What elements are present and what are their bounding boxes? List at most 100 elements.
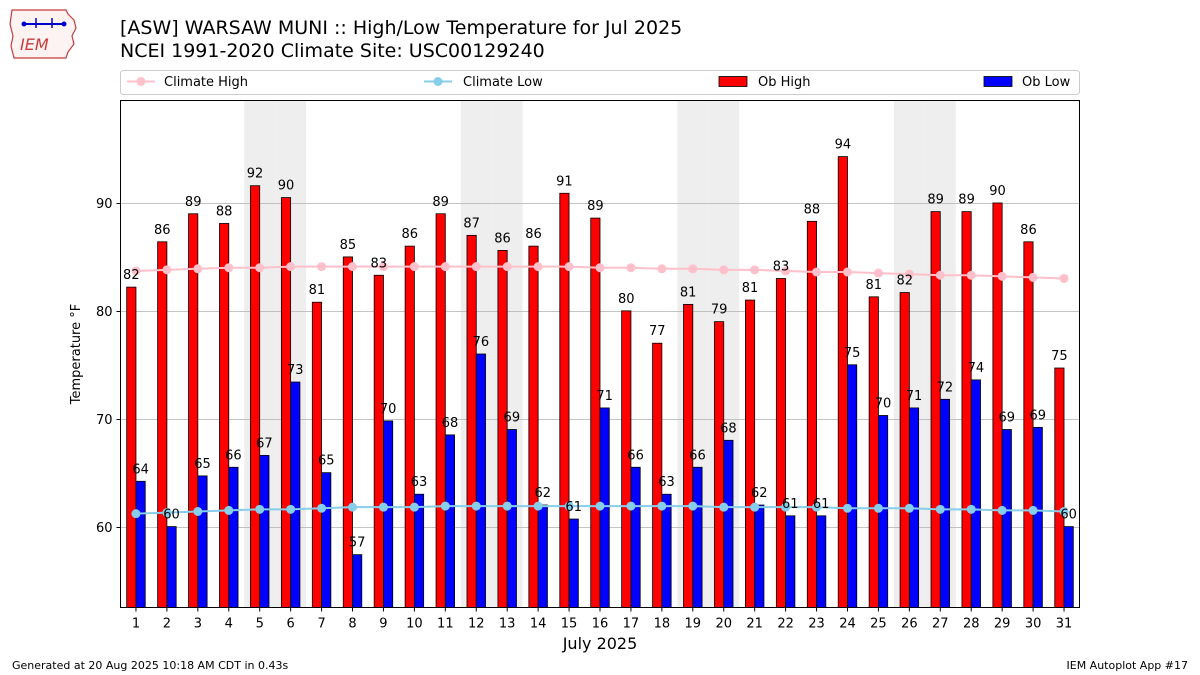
ob-low-bar-17 — [630, 466, 641, 608]
ob-high-label-12: 87 — [463, 216, 480, 231]
ob-low-bar-5 — [259, 454, 270, 608]
ob-high-bar-8 — [342, 256, 353, 608]
ob-low-label-28: 74 — [968, 361, 985, 376]
x-tick-label: 7 — [317, 617, 325, 632]
ob-low-bar-21 — [754, 504, 765, 608]
climate-high-point-1 — [131, 266, 141, 276]
legend-ob-high-swatch — [718, 76, 748, 87]
ob-high-label-18: 77 — [649, 324, 666, 339]
x-tick-label: 24 — [839, 617, 856, 632]
ob-low-bar-7 — [321, 472, 332, 608]
ob-low-bar-24 — [847, 364, 858, 608]
ob-low-label-20: 68 — [720, 421, 737, 436]
climate-low-point-12 — [471, 501, 481, 511]
ob-high-bar-21 — [744, 299, 756, 608]
climate-low-point-27 — [935, 504, 945, 514]
climate-low-point-6 — [286, 504, 296, 514]
iowa-state-outline — [9, 9, 77, 59]
climate-high-point-26 — [904, 269, 914, 279]
climate-high-point-27 — [935, 270, 945, 280]
ob-low-bar-9 — [383, 420, 394, 608]
legend-ob-low-label: Ob Low — [1022, 75, 1071, 90]
climate-low-point-31 — [1059, 506, 1069, 516]
climate-low-point-18 — [657, 501, 667, 511]
legend-climate-low-marker — [433, 77, 443, 86]
ob-low-bar-23 — [816, 515, 827, 608]
ob-low-bar-2 — [166, 526, 177, 608]
x-tick-label: 31 — [1056, 617, 1073, 632]
ob-low-label-4: 66 — [225, 448, 242, 463]
ob-low-label-29: 69 — [999, 411, 1016, 426]
climate-low-point-20 — [719, 502, 729, 512]
ob-high-label-9: 83 — [371, 256, 388, 271]
y-axis: 60 70 80 90 — [96, 197, 121, 536]
x-tick-label: 14 — [530, 617, 547, 632]
climate-high-point-14 — [533, 262, 543, 272]
ob-high-bar-4 — [219, 223, 230, 608]
climate-high-point-13 — [502, 262, 512, 272]
climate-low-point-23 — [812, 502, 822, 512]
ob-low-label-16: 71 — [596, 389, 613, 404]
climate-low-point-11 — [440, 501, 450, 511]
ob-high-bar-1 — [126, 286, 137, 608]
climate-high-point-2 — [162, 265, 172, 275]
y-tick-label: 70 — [96, 413, 113, 428]
ob-low-bar-30 — [1032, 426, 1043, 608]
climate-low-point-5 — [255, 504, 265, 514]
ob-high-bar-23 — [806, 220, 817, 608]
ob-high-bar-25 — [868, 296, 879, 608]
ob-high-bar-24 — [837, 156, 848, 608]
climate-high-point-11 — [440, 262, 450, 272]
ob-high-bar-22 — [775, 278, 787, 608]
x-tick-label: 10 — [406, 617, 423, 632]
x-tick-label: 6 — [287, 617, 295, 632]
x-tick-label: 30 — [1025, 617, 1042, 632]
gridlines — [120, 203, 1080, 528]
x-tick-label: 17 — [623, 617, 640, 632]
ob-low-label-7: 65 — [318, 454, 335, 469]
climate-high-point-16 — [595, 263, 605, 273]
climate-high-point-29 — [997, 271, 1007, 281]
ob-low-bar-15 — [568, 518, 579, 608]
ob-high-label-14: 86 — [525, 227, 542, 242]
ob-high-bar-14 — [528, 245, 539, 608]
ob-low-bar-8 — [352, 554, 363, 608]
climate-high-point-24 — [842, 267, 852, 277]
ob-high-bar-29 — [992, 202, 1003, 608]
ob-high-label-27: 89 — [927, 193, 944, 208]
ob-high-label-3: 89 — [185, 195, 202, 210]
legend: Climate High Climate Low Ob High Ob Low — [120, 70, 1080, 95]
ob-low-label-19: 66 — [689, 448, 706, 463]
ob-low-label-10: 63 — [411, 475, 428, 490]
ob-low-label-21: 62 — [751, 486, 768, 501]
ob-high-label-28: 89 — [958, 193, 975, 208]
climate-low-point-21 — [750, 502, 760, 512]
ob-low-label-25: 70 — [875, 396, 892, 411]
ob-high-label-29: 90 — [989, 184, 1006, 199]
ob-high-bar-9 — [373, 274, 384, 608]
ob-high-label-16: 89 — [587, 199, 604, 214]
climate-lines — [131, 262, 1069, 519]
climate-high-point-28 — [966, 270, 976, 280]
ob-low-label-11: 68 — [442, 416, 459, 431]
climate-low-point-10 — [409, 502, 419, 512]
climate-high-point-25 — [873, 268, 883, 278]
x-tick-label: 27 — [932, 617, 949, 632]
climate-low-point-3 — [193, 506, 203, 516]
climate-low-point-9 — [378, 502, 388, 512]
ob-high-bar-16 — [590, 217, 601, 608]
ob-low-label-8: 57 — [349, 536, 366, 551]
ob-high-label-26: 82 — [896, 274, 913, 289]
ob-low-label-26: 71 — [906, 389, 923, 404]
ob-high-label-1: 82 — [123, 268, 140, 283]
ob-high-label-10: 86 — [401, 227, 418, 242]
ob-low-label-2: 60 — [163, 508, 180, 523]
ob-low-bar-31 — [1063, 526, 1074, 608]
legend-climate-high-marker — [136, 77, 146, 86]
climate-high-point-6 — [286, 262, 296, 272]
ob-low-bar-4 — [228, 466, 239, 608]
x-tick-label: 16 — [592, 617, 609, 632]
climate-low-point-14 — [533, 501, 543, 511]
climate-low-point-24 — [842, 503, 852, 513]
climate-low-point-15 — [564, 501, 574, 511]
